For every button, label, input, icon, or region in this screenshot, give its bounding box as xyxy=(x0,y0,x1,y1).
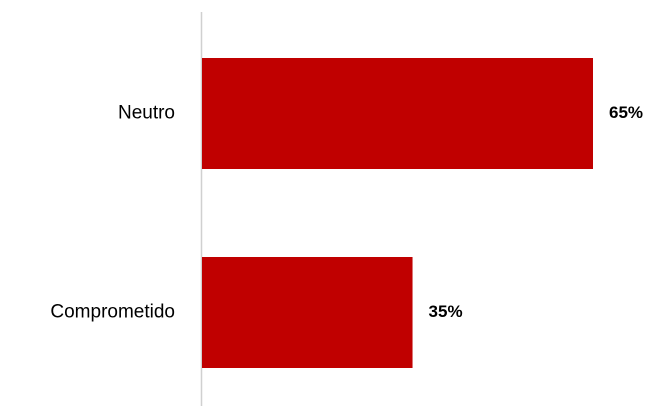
category-label-1: Comprometido xyxy=(50,302,175,323)
bar-1 xyxy=(202,257,413,368)
bars-group: Neutro 65% Comprometido 35% xyxy=(50,58,643,368)
bar-0 xyxy=(202,58,593,169)
category-label-0: Neutro xyxy=(118,103,175,124)
value-label-0: 65% xyxy=(609,103,643,122)
value-label-1: 35% xyxy=(429,302,463,321)
